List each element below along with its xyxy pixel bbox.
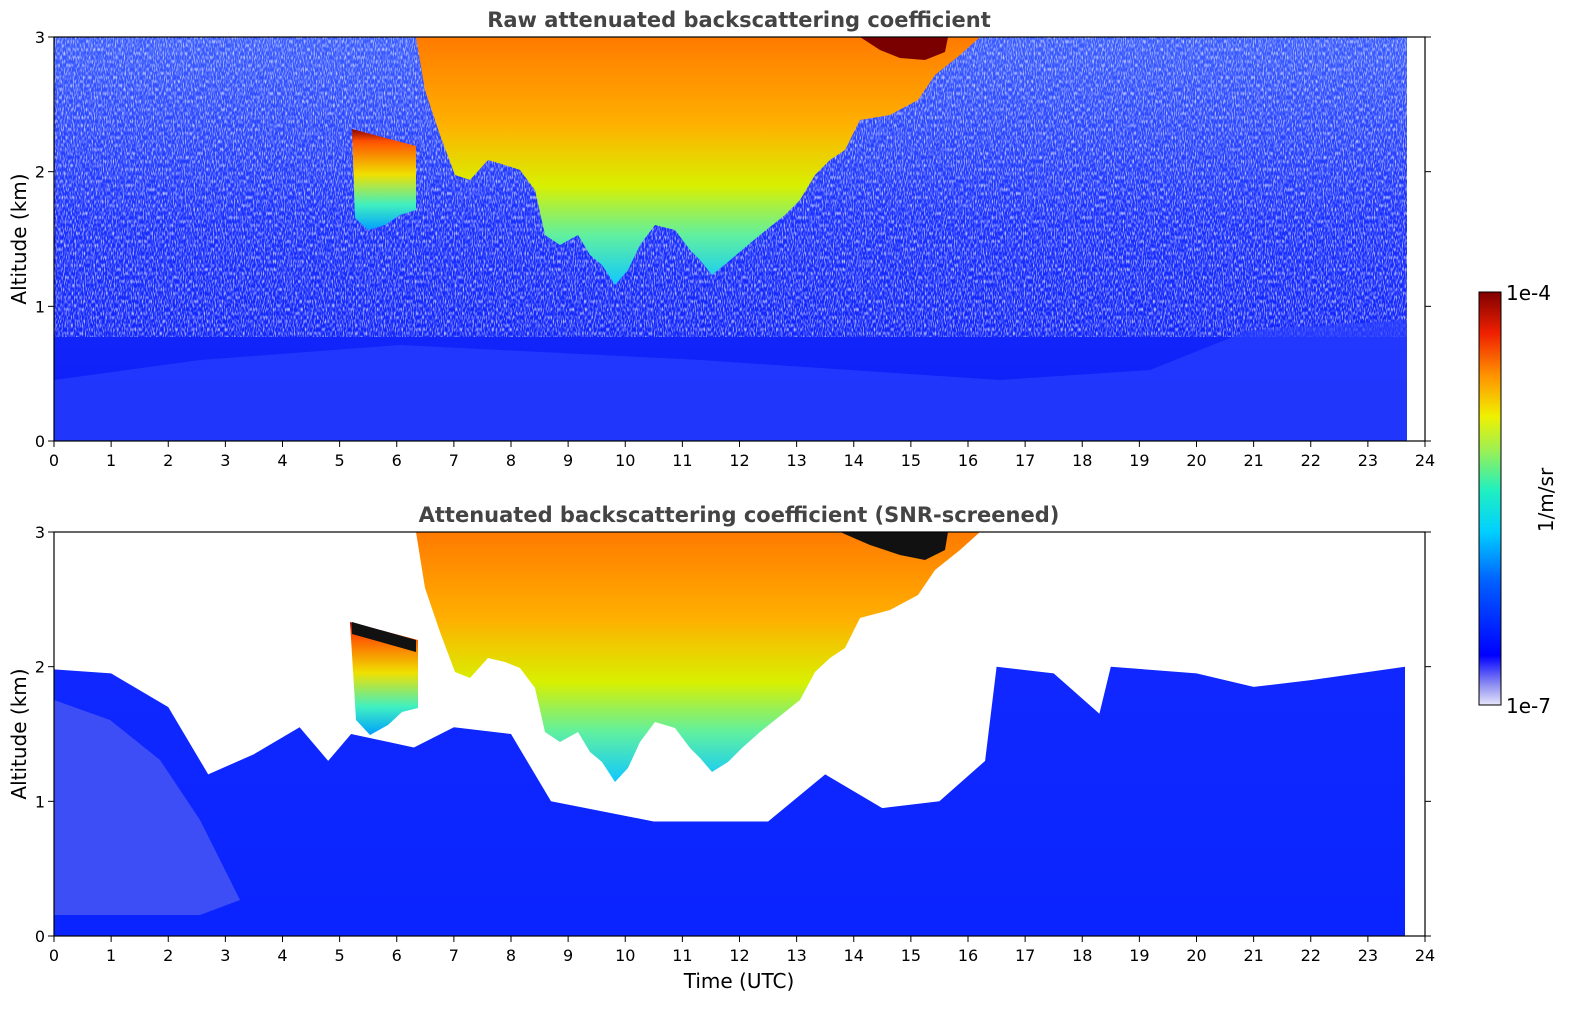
x-axis-label: Time (UTC) <box>683 969 795 993</box>
bottom-small-cloud-top-dark <box>352 622 416 652</box>
top-aerosol-layer <box>54 320 1407 441</box>
bottom-x-tick-label: 15 <box>901 946 921 965</box>
top-heatmap <box>54 37 1407 441</box>
top-x-tick-label: 0 <box>49 451 59 470</box>
top-x-tick-label: 23 <box>1358 451 1378 470</box>
top-x-tick-label: 16 <box>958 451 978 470</box>
top-x-tick-label: 11 <box>672 451 692 470</box>
top-x-tick-label: 3 <box>220 451 230 470</box>
colorbar-unit-label: 1/m/sr <box>1534 467 1558 532</box>
bottom-x-tick-label: 23 <box>1358 946 1378 965</box>
bottom-main-cloud <box>416 532 980 782</box>
bottom-signal-region <box>54 666 1405 936</box>
bottom-x-tick-label: 7 <box>449 946 459 965</box>
bottom-y-tick-label: 1 <box>35 792 45 811</box>
bottom-y-tick-label: 2 <box>35 658 45 677</box>
bottom-x-tick-label: 21 <box>1243 946 1263 965</box>
bottom-y-tick-label: 0 <box>35 927 45 946</box>
top-panel: Raw attenuated backscattering coefficien… <box>7 8 1435 470</box>
bottom-heatmap <box>54 532 1425 936</box>
colorbar-max-label: 1e-4 <box>1506 281 1551 305</box>
bottom-x-tick-label: 24 <box>1415 946 1435 965</box>
bottom-x-tick-label: 1 <box>106 946 116 965</box>
top-y-tick-label: 2 <box>35 163 45 182</box>
top-x-tick-label: 21 <box>1243 451 1263 470</box>
top-x-tick-label: 12 <box>729 451 749 470</box>
top-x-tick-label: 1 <box>106 451 116 470</box>
bottom-x-tick-label: 17 <box>1015 946 1035 965</box>
bottom-small-cloud <box>350 622 418 735</box>
bottom-x-tick-label: 8 <box>506 946 516 965</box>
bottom-x-tick-label: 12 <box>729 946 749 965</box>
colorbar-gradient <box>1478 291 1502 706</box>
bottom-x-tick-label: 16 <box>958 946 978 965</box>
top-y-axis-label: Altitude (km) <box>7 173 31 304</box>
top-x-tick-label: 22 <box>1301 451 1321 470</box>
bottom-x-tick-label: 13 <box>786 946 806 965</box>
top-small-cloud <box>352 129 416 230</box>
bottom-y-tick-label: 3 <box>35 523 45 542</box>
bottom-x-tick-label: 14 <box>844 946 864 965</box>
bottom-cloud-top-dark <box>840 532 948 560</box>
colorbar: 1e-4 1e-7 1/m/sr <box>1478 281 1558 718</box>
bottom-x-tick-label: 6 <box>392 946 402 965</box>
top-y-ticks: 0 1 2 3 <box>35 28 1431 451</box>
top-x-tick-label: 18 <box>1072 451 1092 470</box>
top-x-tick-label: 19 <box>1129 451 1149 470</box>
bottom-chart-title: Attenuated backscattering coefficient (S… <box>419 503 1060 527</box>
top-y-tick-label: 0 <box>35 432 45 451</box>
top-x-tick-label: 5 <box>335 451 345 470</box>
top-x-tick-label: 6 <box>392 451 402 470</box>
bottom-x-tick-label: 19 <box>1129 946 1149 965</box>
top-y-tick-label: 1 <box>35 297 45 316</box>
bottom-x-tick-label: 10 <box>615 946 635 965</box>
top-chart-title: Raw attenuated backscattering coefficien… <box>487 8 991 32</box>
bottom-x-tick-label: 9 <box>563 946 573 965</box>
top-x-tick-label: 20 <box>1186 451 1206 470</box>
top-x-tick-label: 15 <box>901 451 921 470</box>
top-y-tick-label: 3 <box>35 28 45 47</box>
bottom-x-ticks: 0 1 2 3 4 5 6 7 8 9 10 11 12 13 14 15 16 17 18 19 20 21 22 23 24 <box>49 936 1435 965</box>
top-x-tick-label: 24 <box>1415 451 1435 470</box>
bottom-x-tick-label: 0 <box>49 946 59 965</box>
top-x-tick-label: 10 <box>615 451 635 470</box>
top-x-tick-label: 17 <box>1015 451 1035 470</box>
top-x-tick-label: 8 <box>506 451 516 470</box>
bottom-y-ticks: 0 1 2 3 <box>35 523 1431 946</box>
top-x-tick-label: 7 <box>449 451 459 470</box>
bottom-aerosol-patch <box>54 700 240 915</box>
bottom-x-tick-label: 4 <box>277 946 287 965</box>
bottom-panel: Attenuated backscattering coefficient (S… <box>7 503 1435 993</box>
bottom-x-tick-label: 11 <box>672 946 692 965</box>
top-x-ticks: 0 1 2 3 4 5 6 7 8 9 10 11 12 13 14 15 16 17 18 19 20 21 22 23 24 <box>49 441 1435 470</box>
top-x-tick-label: 4 <box>277 451 287 470</box>
top-cloud-top-dark <box>860 37 948 60</box>
bottom-x-tick-label: 20 <box>1186 946 1206 965</box>
top-x-tick-label: 14 <box>844 451 864 470</box>
top-main-cloud <box>416 37 980 285</box>
top-x-tick-label: 2 <box>163 451 173 470</box>
bottom-x-tick-label: 2 <box>163 946 173 965</box>
bottom-x-tick-label: 18 <box>1072 946 1092 965</box>
top-x-tick-label: 9 <box>563 451 573 470</box>
top-x-tick-label: 13 <box>786 451 806 470</box>
bottom-x-tick-label: 3 <box>220 946 230 965</box>
bottom-x-tick-label: 5 <box>335 946 345 965</box>
colorbar-min-label: 1e-7 <box>1506 694 1551 718</box>
bottom-y-axis-label: Altitude (km) <box>7 668 31 799</box>
bottom-x-tick-label: 22 <box>1301 946 1321 965</box>
